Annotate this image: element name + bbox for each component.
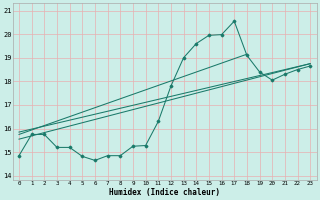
- X-axis label: Humidex (Indice chaleur): Humidex (Indice chaleur): [109, 188, 220, 197]
